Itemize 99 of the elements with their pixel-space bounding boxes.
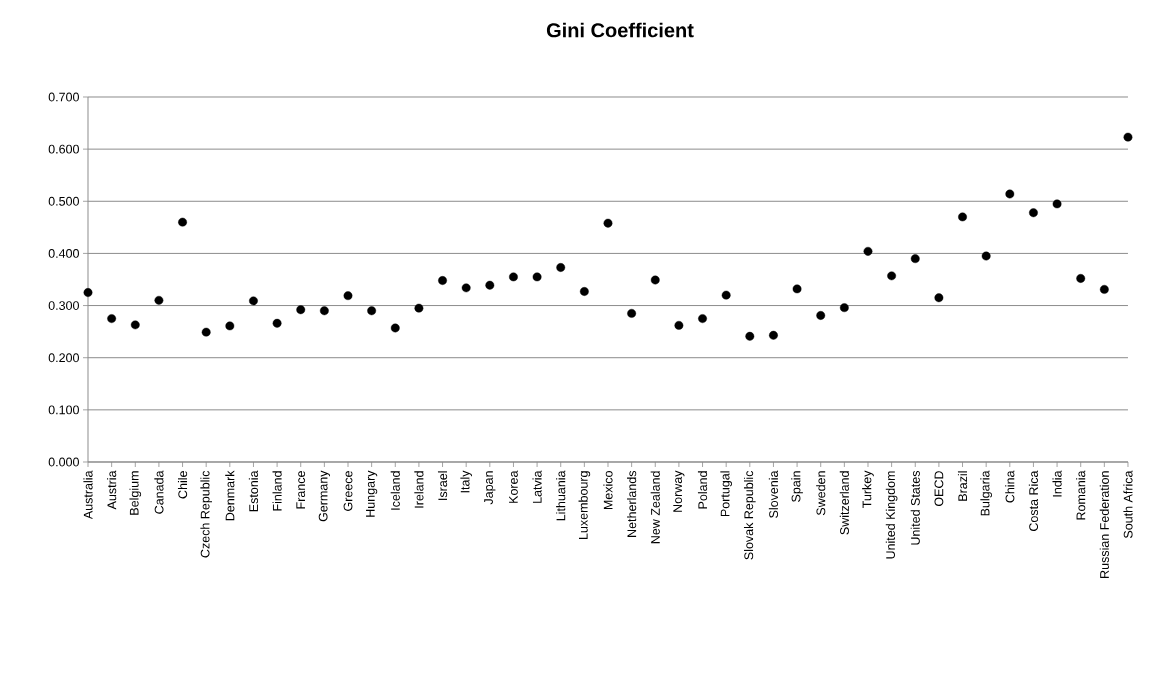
x-tick-label: Italy [460,470,472,493]
point [532,272,542,282]
x-tick-label: Netherlands [627,470,637,537]
x-tick-label: Australia [83,470,93,520]
x-tick-label: South Africa [1123,470,1133,539]
x-tick-label: Hungary [366,470,378,517]
x-tick-label: Norway [673,470,685,512]
point [438,276,447,285]
x-tick-label: Denmark [225,470,235,521]
point [390,323,400,333]
y-tick-label: 0.000 [48,457,79,467]
point [745,331,755,341]
point [1123,132,1133,142]
point [792,284,802,294]
x-tick-label: Slovenia [768,470,779,518]
x-tick-label: Costa Rica [1028,470,1039,532]
x-tick-label: Japan [484,471,496,505]
point [1029,208,1038,218]
y-tick-label: 0.200 [48,353,79,363]
x-tick-label: Estonia [248,470,259,512]
point [887,271,897,281]
point [130,320,140,330]
x-tick-label: Finland [272,471,282,511]
x-tick-label: Switzerland [839,471,849,535]
y-tick-label: 0.700 [48,92,79,102]
point [178,217,187,227]
point [296,305,306,315]
x-tick-label: Canada [154,470,164,514]
x-tick-label: Korea [509,470,518,503]
point [579,287,589,296]
point [627,308,637,318]
x-tick-label: Romania [1076,470,1086,520]
x-tick-label: United Kingdom [885,471,898,559]
point [225,321,235,331]
x-tick-label: Russian Federation [1099,471,1109,578]
point [1076,274,1086,283]
point [1052,199,1062,209]
x-tick-label: Slovak Republic [743,470,756,560]
point [934,293,944,303]
y-tick-label: 0.100 [48,405,79,415]
point [958,212,967,222]
x-tick-label: Portugal [720,471,732,517]
point [414,303,424,313]
point [674,320,684,330]
x-tick-label: Germany [318,470,331,522]
point [509,272,518,282]
point [603,218,613,228]
x-tick-label: Spain [791,471,803,502]
point [1099,285,1109,294]
point [107,314,117,323]
point [461,283,471,293]
x-tick-label: Mexico [603,471,613,510]
y-tick-label: 0.500 [48,196,79,206]
point [1005,189,1015,199]
x-tick-label: Brazil [957,471,968,501]
x-tick-label: Turkey [862,470,874,508]
y-tick-label: 0.400 [48,249,79,258]
x-tick-label: New Zealand [650,471,660,544]
x-tick-label: Czech Republic [200,470,213,558]
point [485,280,495,290]
point [272,318,282,328]
x-tick-label: France [296,471,306,509]
x-tick-label: India [1052,470,1062,497]
x-tick-label: Sweden [816,471,826,516]
x-tick-label: Israel [437,471,448,500]
point [343,291,353,301]
x-tick-label: Iceland [390,471,400,510]
point [839,303,849,313]
point [367,306,377,316]
point [863,246,873,256]
point [650,275,660,285]
point [816,311,826,320]
point [154,295,164,305]
point [981,251,991,261]
x-tick-label: Chile [177,471,188,499]
y-tick-label: 0.600 [48,144,79,154]
x-tick-label: Belgium [129,471,142,515]
x-tick-label: Latvia [532,470,542,503]
point [556,263,566,272]
x-tick-label: China [1005,470,1015,503]
x-tick-label: Luxembourg [578,471,591,539]
point [249,296,258,306]
x-tick-label: Lithuania [556,470,566,521]
point [201,327,211,337]
point [698,314,707,323]
x-tick-label: Ireland [414,471,424,508]
point [910,254,920,264]
point [721,290,731,300]
x-tick-label: Greece [343,471,353,511]
x-tick-label: OECD [934,471,944,507]
x-tick-label: United States [910,470,920,545]
point [769,330,778,340]
x-tick-label: Austria [107,470,117,510]
y-tick-label: 0.300 [48,301,79,310]
point [319,306,329,316]
chart-title: Gini Coefficient [546,22,694,38]
x-tick-label: Bulgaria [980,470,992,516]
x-tick-label: Poland [697,471,708,509]
point [83,288,93,297]
